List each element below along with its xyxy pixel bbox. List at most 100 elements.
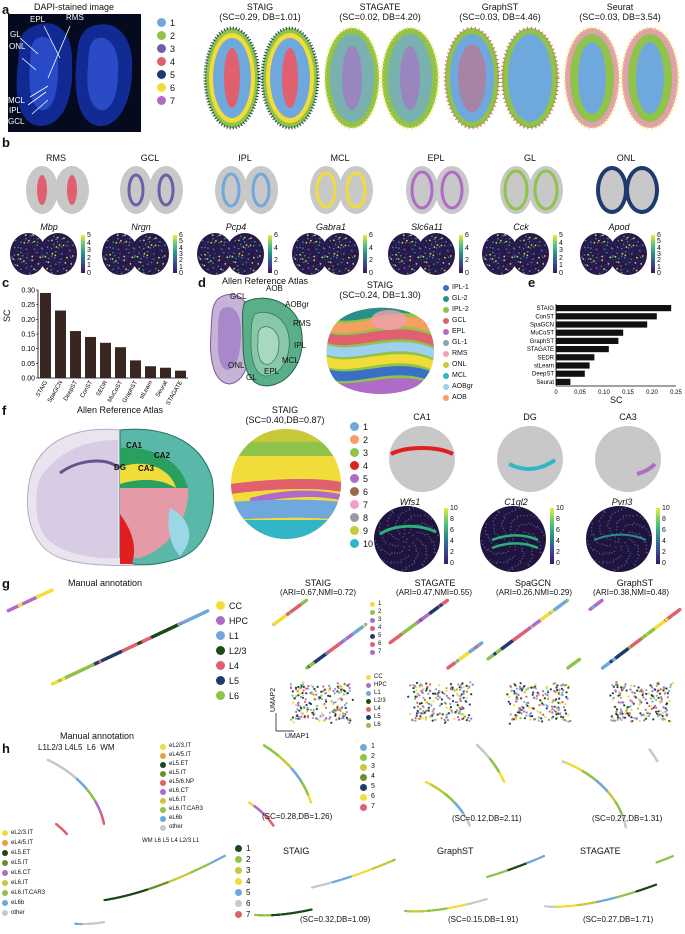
f-atlas-label-ca1: CA1 <box>126 441 143 450</box>
b-gene-map <box>482 233 549 275</box>
d-atlas-label-ipl: IPL <box>294 341 307 350</box>
b-region-map <box>26 166 89 214</box>
legend-h-top: eL2/3.IT eL4/5.IT eL5.ET eL5.IT eL5/6.NP… <box>160 742 203 832</box>
legend-h-left: eL2/3.IT eL4/5.IT eL5.ET eL5.IT eL6.CT e… <box>2 828 45 918</box>
b-region-map <box>500 166 563 214</box>
g-umap-ylabel: UMAP2 <box>270 687 277 712</box>
b-region-map <box>310 166 373 214</box>
b-region-map <box>120 166 183 214</box>
h-top-metrics-1: (SC=0.28,DB=1.26) <box>262 812 333 821</box>
f-colorbar-tick: 4 <box>450 538 454 545</box>
e-ytick: ConST <box>535 314 554 320</box>
c-xtick: GraphST <box>122 380 140 404</box>
c-xtick: STAIG <box>35 380 49 398</box>
dapi-label-mcl: MCL <box>8 96 25 105</box>
b-colorbar-tick: 4 <box>369 244 373 252</box>
b-gene-title: Nrgn <box>131 222 151 232</box>
e-ytick: STAGATE <box>527 347 554 353</box>
b-colorbar-tick: 4 <box>179 244 183 252</box>
b-colorbar <box>459 235 463 273</box>
legend-f: 1 2 3 4 5 6 7 8 9 10 <box>350 420 373 550</box>
e-bar <box>556 354 595 361</box>
legend-d: IPL-1 GL-2 IPL-2 GCL EPL GL-1 RMS ONL MC… <box>443 282 473 403</box>
legend-g-small: 1 2 3 4 5 6 7 <box>370 600 381 656</box>
f-gene-title: C1ql2 <box>504 497 528 507</box>
b-colorbar-tick: 6 <box>465 232 469 239</box>
a-method-1-name: STAIG <box>246 2 274 12</box>
d-atlas-label-onl: ONL <box>228 361 245 370</box>
e-xtick: 0.05 <box>574 390 586 396</box>
a-method-4-name: Seurat <box>606 2 634 12</box>
e-xtick: 0.10 <box>598 390 610 396</box>
b-colorbar-tick: 5 <box>87 232 91 239</box>
e-bar <box>556 370 585 377</box>
f-gene-title: Wfs1 <box>399 497 421 507</box>
h-manual-title: Manual annotation <box>59 731 135 741</box>
a-method-3-name: GraphST <box>481 2 519 12</box>
legend-a: 1 2 3 4 5 6 7 <box>157 16 175 107</box>
g-method-4-metrics: (ARI=0.38,NMI=0.48) <box>592 588 670 597</box>
b-colorbar-tick: 3 <box>179 251 183 258</box>
d-atlas-label-aobgr: AOBgr <box>285 300 310 309</box>
b-colorbar-tick: 1 <box>179 263 183 271</box>
a-method-3-metrics: (SC=0.03, DB=4.46) <box>459 12 541 22</box>
a-cluster-map-seurat <box>563 26 680 130</box>
b-colorbar-tick: 4 <box>657 244 661 252</box>
b-colorbar-tick: 0 <box>559 270 563 277</box>
h-arc-manual <box>74 854 226 926</box>
c-bar <box>40 292 51 378</box>
g-method-2-metrics: (ARI=0.47,NMI=0.55) <box>395 588 473 597</box>
b-region-title: EPL <box>427 153 445 163</box>
e-ytick: STAIG <box>536 306 554 312</box>
panel-label-h: h <box>2 741 10 756</box>
chart-e: STAIG ConST SpaGCN MuCoST GraphST STAGATE SEDR… <box>527 304 682 396</box>
f-colorbar-tick: 6 <box>556 527 560 534</box>
panel-label-e: e <box>528 275 536 290</box>
e-xtick: 0.25 <box>670 390 682 396</box>
h-cluster-map-top-2 <box>424 743 506 827</box>
h-bottom-method-3: STAGATE <box>580 846 621 856</box>
b-colorbar-tick: 4 <box>465 244 469 252</box>
h-cluster-map-top-1 <box>248 744 312 827</box>
h-bottom-method-2: GraphST <box>437 846 474 856</box>
panel-label-b: b <box>2 135 10 150</box>
b-region-title: GL <box>523 153 536 163</box>
b-gene-title: Apod <box>608 222 630 232</box>
f-gene-map <box>586 506 652 572</box>
panel-label-g: g <box>2 576 10 591</box>
b-colorbar-tick: 6 <box>369 232 373 239</box>
b-colorbar-tick: 2 <box>465 257 469 265</box>
b-colorbar-tick: 2 <box>369 257 373 265</box>
c-bar <box>85 336 96 378</box>
chart-c: 0.30 0.25 0.20 0.15 0.10 0.05 0.00STAIGSpaGCND… <box>21 288 188 406</box>
b-colorbar-tick: 5 <box>657 238 661 246</box>
c-xtick: stLearn <box>139 380 154 400</box>
legend-h-num-bottom: 1 2 3 4 5 6 7 <box>235 843 250 920</box>
f-region-title: DG <box>523 412 537 422</box>
e-xtick: 0 <box>554 390 558 396</box>
panel-label-d: d <box>198 275 206 290</box>
f-colorbar-tick: 6 <box>450 527 454 534</box>
b-colorbar-tick: 3 <box>87 247 91 255</box>
b-colorbar-tick: 0 <box>87 270 91 277</box>
b-colorbar-tick: 2 <box>657 257 661 265</box>
b-colorbar-tick: 2 <box>87 254 91 262</box>
f-colorbar-tick: 2 <box>662 549 666 556</box>
c-ytick: 0.05 <box>21 361 35 368</box>
d-atlas-image <box>210 293 303 387</box>
e-ytick: SpaGCN <box>530 323 554 329</box>
panel-label-f: f <box>2 403 7 418</box>
f-atlas-label-ca3: CA3 <box>138 464 155 473</box>
dapi-title: DAPI-stained image <box>33 2 115 12</box>
e-bar <box>556 362 590 369</box>
f-colorbar-tick: 2 <box>556 549 560 556</box>
e-ytick: Seurat <box>536 380 554 386</box>
g-umap-staig <box>275 681 354 732</box>
d-atlas-label-aob: AOB <box>266 284 283 293</box>
b-gene-map <box>197 233 264 275</box>
dapi-label-epl: EPL <box>30 15 46 24</box>
h-arc-stagate <box>544 855 674 908</box>
c-bar <box>145 366 156 378</box>
b-colorbar-tick: 1 <box>559 262 563 270</box>
g-method-3-name: SpaGCN <box>514 578 551 588</box>
